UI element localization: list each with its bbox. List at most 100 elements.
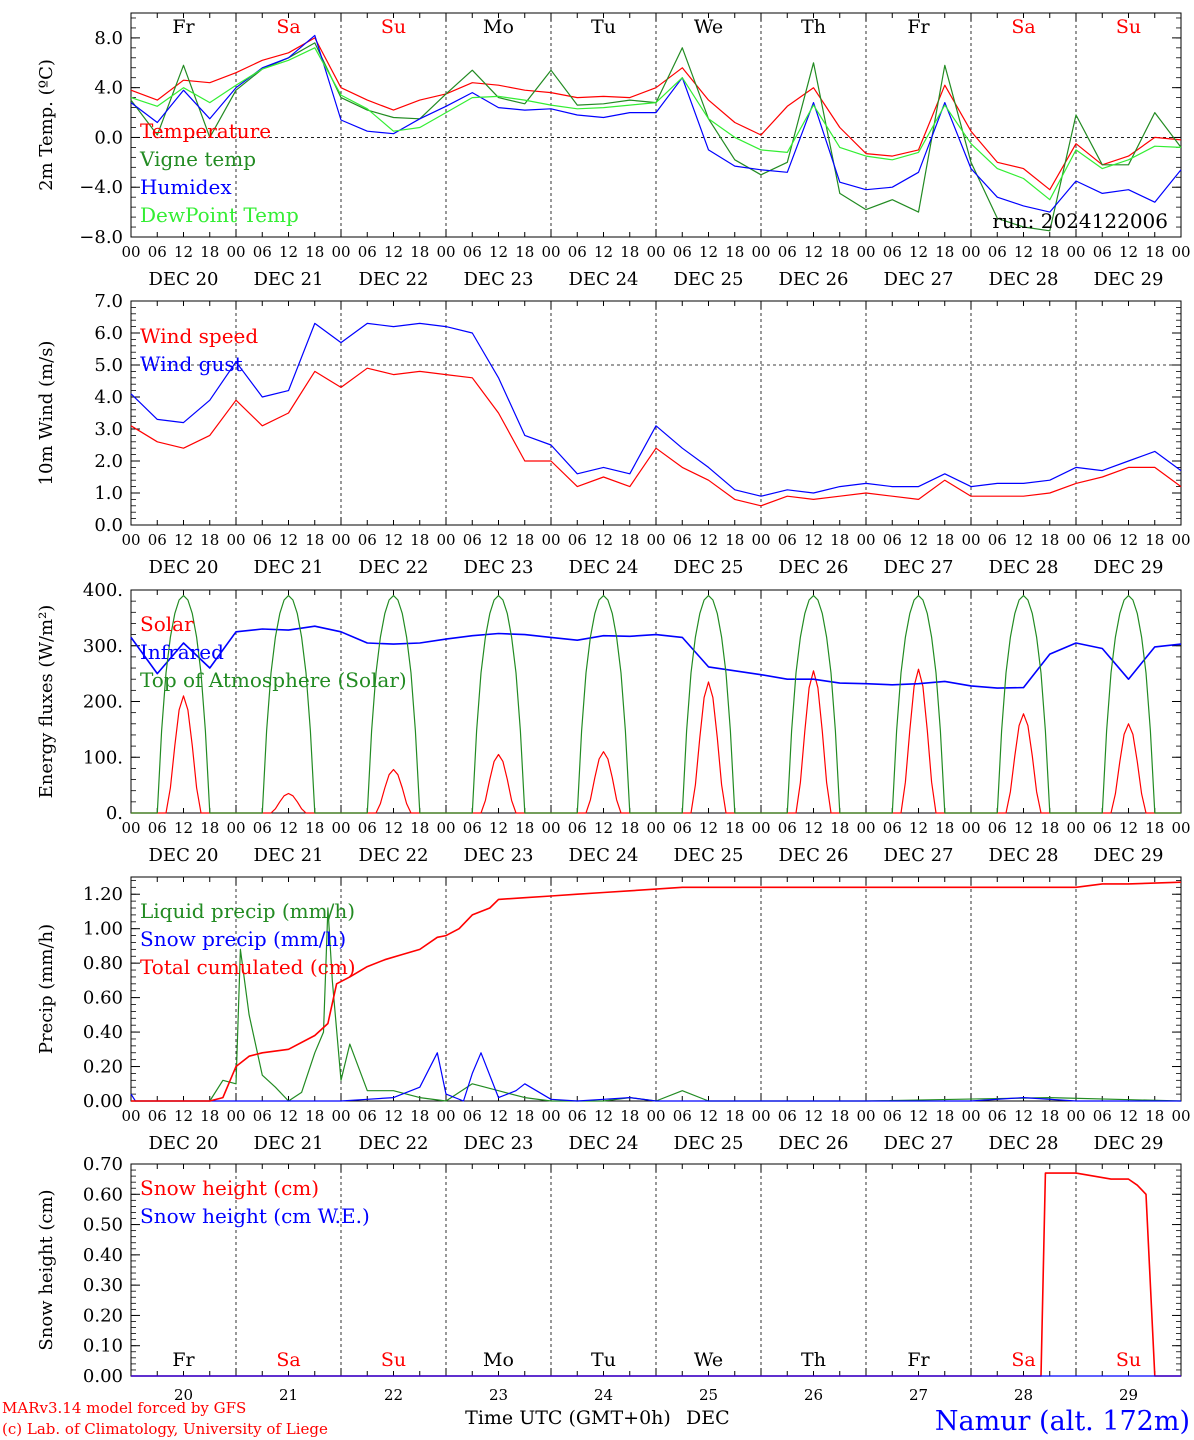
hour-tick-label: 00 (751, 531, 770, 549)
y-tick-label: 300. (83, 636, 123, 657)
hour-tick-label: 18 (620, 1107, 639, 1125)
day-label: DEC 26 (779, 845, 849, 866)
y-tick-label: 0.40 (83, 1245, 123, 1266)
hour-tick-label: 12 (1119, 531, 1138, 549)
hour-tick-label: 18 (1040, 1107, 1059, 1125)
hour-tick-label: 00 (856, 531, 875, 549)
hour-tick-label: 06 (148, 243, 167, 261)
y-tick-label: 400. (83, 580, 123, 601)
series-line (130, 34, 1182, 213)
hour-tick-label: 12 (174, 1107, 193, 1125)
day-label: DEC 24 (569, 845, 639, 866)
hour-tick-label: 12 (384, 243, 403, 261)
series-line (131, 881, 1182, 1102)
hour-tick-label: 00 (646, 531, 665, 549)
hour-tick-label: 18 (515, 531, 534, 549)
day-label: DEC 27 (884, 269, 954, 290)
hour-tick-label: 18 (725, 1107, 744, 1125)
hour-tick-label: 12 (384, 1107, 403, 1125)
day-number-label: 28 (1014, 1386, 1033, 1404)
series-line (130, 322, 1182, 497)
hour-tick-label: 12 (1014, 819, 1033, 837)
hour-tick-label: 00 (751, 819, 770, 837)
y-tick-label: 0.80 (83, 953, 123, 974)
day-label: DEC 28 (989, 845, 1059, 866)
x-axis-title: Time UTC (GMT+0h) (465, 1407, 671, 1429)
y-tick-label: 0.20 (83, 1057, 123, 1078)
hour-tick-label: 00 (436, 819, 455, 837)
y-axis-title: Snow height (cm) (36, 1189, 57, 1350)
y-axis-title: Precip (mm/h) (36, 924, 57, 1054)
hour-tick-label: 12 (489, 243, 508, 261)
day-label: DEC 23 (464, 557, 534, 578)
day-label: DEC 25 (674, 557, 744, 578)
hour-tick-label: 12 (1014, 531, 1033, 549)
hour-tick-label: 00 (436, 531, 455, 549)
y-tick-label: 0.30 (83, 1275, 123, 1296)
hour-tick-label: 06 (673, 243, 692, 261)
weekday-label: Th (801, 16, 826, 38)
hour-tick-label: 06 (1093, 531, 1112, 549)
day-label: DEC 27 (884, 845, 954, 866)
hour-tick-label: 06 (148, 819, 167, 837)
series-line (131, 594, 1181, 814)
weekday-label: Fr (907, 16, 930, 38)
hour-tick-label: 00 (121, 531, 140, 549)
hour-tick-label: 06 (883, 819, 902, 837)
hour-tick-label: 12 (1014, 243, 1033, 261)
weekday-label: Tu (591, 1349, 616, 1371)
day-number-label: 27 (909, 1386, 928, 1404)
hour-tick-label: 06 (673, 1107, 692, 1125)
hour-tick-label: 00 (1066, 531, 1085, 549)
hour-tick-label: 18 (1145, 243, 1164, 261)
y-tick-label: 0. (106, 803, 123, 824)
hour-tick-label: 06 (253, 819, 272, 837)
hour-tick-label: 06 (463, 1107, 482, 1125)
weekday-label: Mo (483, 16, 514, 38)
hour-tick-label: 00 (856, 1107, 875, 1125)
y-axis-title: Energy fluxes (W/m²) (36, 605, 57, 799)
hour-tick-label: 00 (961, 243, 980, 261)
y-tick-label: 3.0 (94, 419, 123, 440)
day-label: DEC 24 (569, 557, 639, 578)
legend-entry: Total cumulated (cm) (140, 955, 356, 979)
hour-tick-label: 12 (594, 243, 613, 261)
hour-tick-label: 00 (541, 1107, 560, 1125)
hour-tick-label: 06 (883, 243, 902, 261)
hour-tick-label: 06 (358, 531, 377, 549)
model-credit: MARv3.14 model forced by GFS (2, 1399, 246, 1417)
hour-tick-label: 18 (515, 819, 534, 837)
hour-tick-label: 18 (305, 531, 324, 549)
hour-tick-label: 12 (804, 1107, 823, 1125)
hour-tick-label: 12 (594, 531, 613, 549)
day-label: DEC 22 (359, 557, 429, 578)
legend-entry: Wind gust (140, 352, 243, 376)
lab-credit: (c) Lab. of Climatology, University of L… (2, 1420, 328, 1438)
hour-tick-label: 06 (568, 819, 587, 837)
hour-tick-label: 18 (305, 243, 324, 261)
y-tick-label: 5.0 (94, 355, 123, 376)
day-label: DEC 23 (464, 845, 534, 866)
y-axis-title: 2m Temp. (ºC) (36, 59, 57, 191)
hour-tick-label: 00 (1171, 1107, 1190, 1125)
hour-tick-label: 18 (410, 1107, 429, 1125)
hour-tick-label: 12 (279, 1107, 298, 1125)
hour-tick-label: 00 (646, 243, 665, 261)
hour-tick-label: 12 (489, 1107, 508, 1125)
hour-tick-label: 06 (568, 531, 587, 549)
y-tick-label: −4.0 (79, 177, 123, 198)
day-label: DEC 23 (464, 1133, 534, 1154)
day-number-label: 20 (174, 1386, 193, 1404)
hour-tick-label: 12 (804, 531, 823, 549)
hour-tick-label: 00 (226, 531, 245, 549)
legend-entry: Infrared (140, 640, 224, 664)
hour-tick-label: 12 (1119, 243, 1138, 261)
data-series (130, 34, 1182, 1377)
hour-tick-label: 18 (200, 243, 219, 261)
weekday-label: Su (1116, 16, 1141, 38)
day-label: DEC 22 (359, 1133, 429, 1154)
hour-tick-label: 00 (1066, 1107, 1085, 1125)
hour-tick-label: 18 (305, 819, 324, 837)
day-number-label: 22 (384, 1386, 403, 1404)
weekday-label: Su (381, 1349, 406, 1371)
